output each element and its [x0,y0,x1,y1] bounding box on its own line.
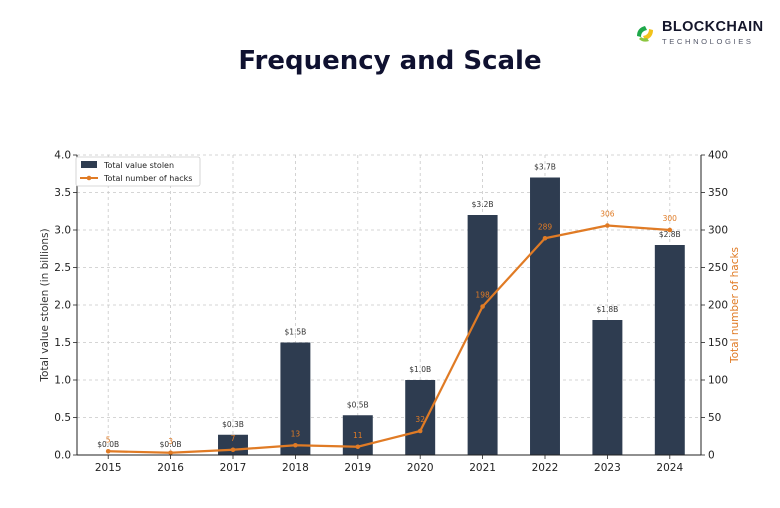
y-axis-label-right: Total number of hacks [729,247,741,364]
bar-value-label-2022: $3.7B [534,163,556,172]
legend-box [75,156,201,187]
legend-line-marker [86,175,92,181]
hacks-point-2015 [105,448,111,454]
bar-series [218,177,685,455]
y-tick-label-right: 50 [708,412,721,424]
x-tick-label: 2021 [469,462,496,474]
hacks-point-2017 [230,447,236,453]
legend-label-hacks: Total number of hacks [103,174,192,183]
y-tick-label-right: 300 [708,225,728,237]
bar-value-label-2015: $0.0B [97,440,119,449]
hacks-point-2024 [667,227,673,233]
y-tick-label-right: 100 [708,375,728,387]
hacks-point-2018 [293,442,298,448]
hacks-line [108,224,670,454]
hacks-value-label-2016: 3 [168,437,173,446]
legend-bar-swatch [81,161,97,168]
bar-2023 [592,320,623,455]
y-tick-label-right: 200 [708,300,728,312]
grid [77,154,701,455]
hacks-point-2020 [417,428,423,434]
brand-name: BLOCKCHAIN [662,19,764,35]
y-axis-label-left: Total value stolen (in billions) [39,228,51,382]
y-tick-label-left: 1.5 [54,337,71,349]
y-tick-label-left: 2.5 [54,262,71,274]
hacks-point-2021 [480,304,485,309]
hacks-value-label-2024: 300 [663,214,678,223]
bar-value-label-2018: $1.5B [284,328,306,337]
hacks-point-2016 [168,450,173,456]
bar-value-label-2016: $0.0B [160,440,182,449]
brand-subtitle: TECHNOLOGIES [662,36,754,46]
hacks-value-label-2018: 13 [291,429,301,438]
hacks-value-label-2021: 198 [475,291,490,300]
y-tick-label-right: 150 [708,337,728,349]
bar-2018 [280,342,311,455]
line-series [105,223,673,456]
y-tick-label-left: 3.0 [54,225,71,237]
data-labels: $0.0B $0.0B $0.3B $1.5B $0.5B $1.0B $3.2B $3.7B… [97,163,680,450]
y-tick-label-left: 1.0 [54,375,71,387]
y-tick-label-right: 250 [708,262,728,274]
y-tick-label-left: 0.5 [54,412,71,424]
x-tick-label: 2019 [344,462,371,474]
x-tick-label: 2020 [407,462,434,474]
x-tick-label: 2016 [157,462,184,474]
hacks-point-2023 [605,223,610,228]
bar-value-label-2019: $0.5B [347,400,369,409]
bar-2022 [530,177,560,455]
y-tick-label-left: 3.5 [54,187,71,199]
x-tick-label: 2024 [656,462,683,474]
y-tick-label-left: 4.0 [54,150,71,162]
bar-value-label-2017: $0.3B [222,420,244,429]
x-tick-label: 2018 [282,462,309,474]
bar-value-label-2023: $1.8B [596,305,618,314]
hacks-value-label-2022: 289 [538,222,553,231]
hacks-value-label-2020: 32 [415,415,425,424]
y-tick-label-left: 0.0 [54,450,71,462]
bar-2024 [654,245,685,455]
y-tick-label-right: 0 [708,450,715,462]
bar-2021 [467,215,498,455]
page-title: Frequency and Scale [238,46,542,76]
axes: 0.0 0.5 1.0 1.5 2.0 2.5 3.0 3.5 4.0 0 50 100 150 200 2… [54,150,728,475]
x-tick-label: 2022 [532,462,559,474]
x-tick-label: 2017 [220,462,247,474]
legend-label-value-stolen: Total value stolen [103,161,174,170]
hacks-value-label-2023: 306 [600,210,615,219]
y-tick-label-right: 350 [708,187,728,199]
hacks-value-label-2019: 11 [353,431,363,440]
bar-2020 [405,380,436,455]
hacks-value-label-2015: 5 [106,435,111,444]
x-tick-label: 2023 [594,462,621,474]
bar-value-label-2020: $1.0B [409,365,431,374]
blockchain-logo-icon [637,25,653,42]
hacks-point-2022 [542,235,548,241]
legend: Total value stolen Total number of hacks [75,156,201,187]
y-tick-label-right: 400 [708,150,728,162]
bar-value-label-2021: $3.2B [472,200,494,209]
x-tick-label: 2015 [95,462,122,474]
bar-value-label-2024: $2.8B [659,230,681,239]
brand-logo: BLOCKCHAIN TECHNOLOGIES [634,20,763,45]
hacks-value-label-2017: 7 [231,434,236,443]
hacks-point-2019 [355,444,361,450]
y-tick-label-left: 2.0 [54,300,71,312]
